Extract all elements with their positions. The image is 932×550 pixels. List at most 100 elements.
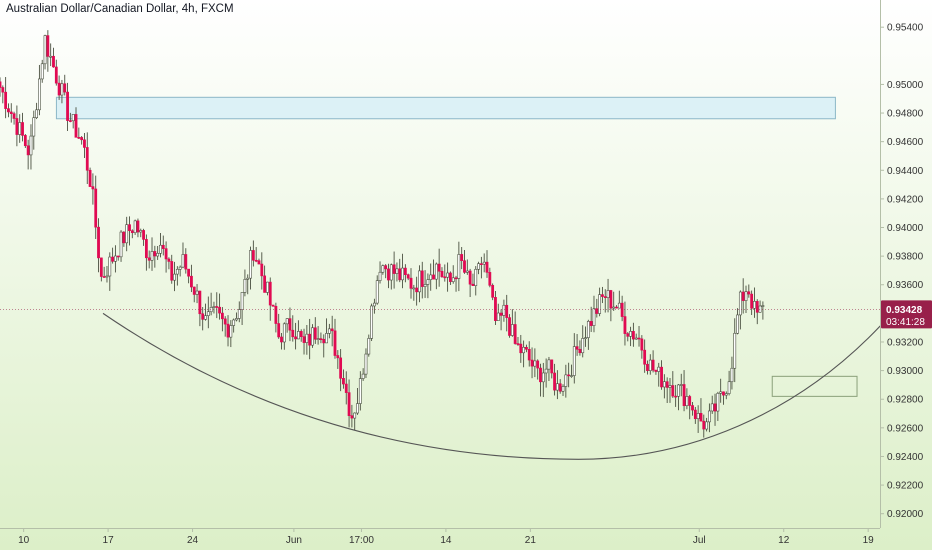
candle[interactable]: [567, 362, 571, 388]
candle[interactable]: [4, 77, 8, 119]
candle[interactable]: [322, 334, 326, 358]
candle[interactable]: [336, 350, 340, 369]
candle[interactable]: [387, 263, 390, 289]
candle[interactable]: [116, 255, 120, 261]
candle[interactable]: [451, 265, 455, 284]
candle[interactable]: [122, 231, 126, 247]
candle[interactable]: [23, 134, 27, 148]
candle[interactable]: [553, 363, 556, 396]
candle[interactable]: [161, 235, 165, 256]
candle[interactable]: [94, 175, 98, 239]
candle[interactable]: [136, 218, 140, 238]
candle[interactable]: [274, 302, 278, 333]
candle[interactable]: [63, 74, 67, 96]
candle[interactable]: [378, 261, 382, 284]
candle[interactable]: [294, 322, 297, 350]
candle[interactable]: [617, 290, 621, 309]
candle[interactable]: [119, 230, 123, 262]
candle[interactable]: [468, 268, 472, 298]
candle[interactable]: [97, 218, 100, 273]
candle[interactable]: [491, 283, 495, 301]
candle[interactable]: [232, 318, 236, 333]
candle[interactable]: [525, 344, 528, 353]
candle[interactable]: [589, 306, 593, 332]
candle[interactable]: [128, 216, 131, 246]
candle[interactable]: [657, 362, 661, 387]
candle[interactable]: [38, 64, 41, 116]
candle[interactable]: [190, 264, 193, 293]
candle[interactable]: [325, 318, 328, 344]
candle[interactable]: [685, 388, 689, 410]
candle[interactable]: [46, 30, 50, 72]
candle[interactable]: [330, 315, 334, 347]
candle[interactable]: [629, 326, 632, 347]
candle[interactable]: [679, 373, 683, 397]
candle[interactable]: [54, 59, 58, 86]
candle[interactable]: [198, 290, 202, 327]
candle[interactable]: [485, 250, 489, 278]
candle[interactable]: [263, 265, 267, 293]
candle[interactable]: [181, 242, 185, 269]
candle[interactable]: [609, 289, 613, 322]
candle[interactable]: [705, 417, 708, 432]
candle[interactable]: [150, 237, 154, 271]
candle[interactable]: [159, 232, 162, 258]
candle[interactable]: [80, 136, 84, 145]
candle[interactable]: [364, 348, 368, 379]
candle[interactable]: [344, 371, 348, 405]
candle[interactable]: [558, 379, 562, 394]
candle[interactable]: [49, 43, 53, 67]
candle[interactable]: [668, 377, 672, 403]
candle[interactable]: [654, 369, 658, 375]
candle[interactable]: [682, 370, 686, 412]
x-axis[interactable]: 10 17 24 Jun 17:00 14 21 Jul 12 19: [18, 528, 874, 546]
resistance-zone[interactable]: [55, 96, 836, 120]
candle[interactable]: [66, 82, 69, 131]
candle[interactable]: [699, 398, 703, 422]
candle[interactable]: [516, 336, 520, 346]
candle[interactable]: [606, 278, 610, 313]
candle[interactable]: [302, 328, 306, 355]
candle[interactable]: [437, 248, 441, 287]
candle[interactable]: [184, 248, 188, 274]
candle[interactable]: [443, 264, 447, 282]
candle[interactable]: [15, 105, 19, 147]
candle[interactable]: [164, 241, 168, 273]
candle[interactable]: [671, 371, 675, 398]
candle[interactable]: [722, 391, 725, 405]
candle[interactable]: [260, 252, 264, 290]
candle[interactable]: [696, 405, 700, 433]
candle[interactable]: [733, 318, 737, 383]
candle[interactable]: [373, 298, 376, 314]
candle[interactable]: [105, 266, 109, 283]
candle[interactable]: [561, 384, 565, 396]
candle[interactable]: [741, 278, 745, 314]
candle[interactable]: [677, 383, 680, 411]
candle[interactable]: [277, 313, 281, 339]
candle[interactable]: [18, 114, 22, 143]
candle[interactable]: [350, 404, 354, 428]
candle[interactable]: [753, 287, 756, 318]
candle[interactable]: [623, 301, 627, 346]
candle[interactable]: [114, 245, 117, 273]
candle[interactable]: [218, 293, 221, 320]
candle[interactable]: [646, 360, 649, 375]
candle[interactable]: [457, 241, 461, 292]
candle[interactable]: [32, 110, 36, 150]
candle[interactable]: [85, 132, 89, 184]
candle[interactable]: [153, 245, 157, 268]
candle[interactable]: [251, 240, 255, 267]
candle[interactable]: [9, 103, 13, 123]
candle[interactable]: [747, 284, 751, 298]
candle[interactable]: [313, 317, 317, 344]
candle[interactable]: [268, 277, 272, 321]
candle[interactable]: [761, 301, 765, 320]
candle[interactable]: [533, 348, 537, 378]
candle[interactable]: [133, 219, 137, 235]
y-axis[interactable]: 0.95400 0.95000 0.94800 0.94600 0.94400 0.942…: [880, 23, 924, 521]
candle[interactable]: [420, 261, 424, 299]
candle[interactable]: [223, 316, 227, 337]
candle[interactable]: [637, 325, 641, 347]
candle[interactable]: [674, 384, 678, 407]
candle[interactable]: [235, 312, 238, 322]
